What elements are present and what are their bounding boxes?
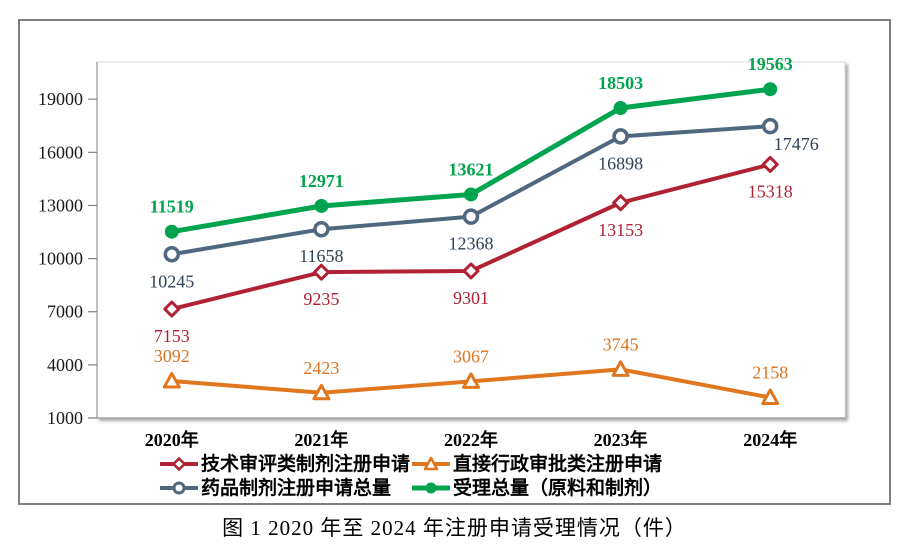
chart-legend: 技术审评类制剂注册申请 直接行政审批类注册申请 药品制剂注册申请总量 受理总量（… (160, 452, 780, 500)
chart-frame (18, 19, 891, 505)
legend-label: 药品制剂注册申请总量 (201, 477, 392, 499)
legend-item-direct-admin: 直接行政审批类注册申请 (412, 455, 662, 474)
legend-row: 药品制剂注册申请总量 受理总量（原料和制剂） (160, 476, 780, 500)
legend-label: 直接行政审批类注册申请 (453, 453, 663, 475)
legend-label: 技术审评类制剂注册申请 (201, 453, 411, 475)
legend-label: 受理总量（原料和制剂） (453, 477, 663, 499)
filled-circle-marker-icon (412, 480, 450, 496)
legend-row: 技术审评类制剂注册申请 直接行政审批类注册申请 (160, 452, 780, 476)
figure-caption: 图 1 2020 年至 2024 年注册申请受理情况（件） (222, 516, 687, 540)
legend-item-drug-total: 药品制剂注册申请总量 (160, 479, 412, 498)
circle-marker-icon (160, 480, 198, 496)
triangle-marker-icon (412, 456, 450, 472)
diamond-marker-icon (160, 456, 198, 472)
legend-item-accepted-total: 受理总量（原料和制剂） (412, 479, 662, 498)
legend-item-tech-review: 技术审评类制剂注册申请 (160, 455, 412, 474)
